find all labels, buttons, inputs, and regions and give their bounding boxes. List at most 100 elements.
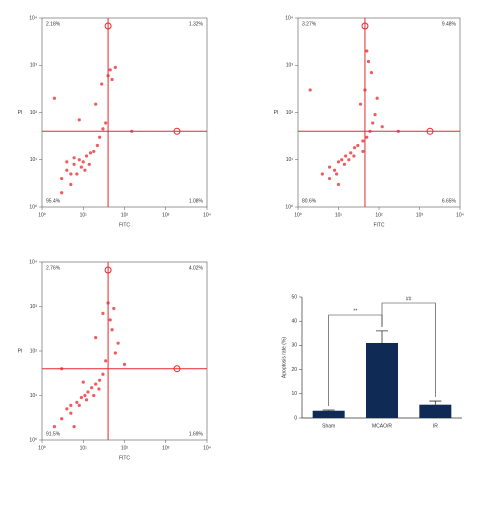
event-dot [332,168,337,172]
y-tick-label: 0 [294,415,297,421]
event-dot [342,162,347,166]
event-dot [380,125,384,129]
event-dot [356,143,360,148]
x-tick-label: 10³ [162,445,170,451]
x-axis-label: FITC [119,455,130,461]
event-dot [365,49,369,53]
event-dot [97,387,101,391]
y-tick-label: 10⁰ [29,437,37,443]
y-tick-label: 10⁴ [29,15,37,21]
gate-handle [173,365,181,373]
event-dot [87,162,91,166]
event-dot [110,77,114,82]
gate-handle [173,127,181,135]
significance-bracket [381,302,436,398]
event-dot [77,158,81,162]
event-dot [110,328,114,332]
event-dot [365,135,369,139]
event-dot [94,382,98,386]
event-dot [122,362,127,366]
event-dot [113,351,117,355]
y-tick-label: 10³ [30,63,38,69]
y-axis-label: PI [18,110,23,116]
y-tick-label: 10¹ [30,157,38,163]
event-dot [65,160,69,164]
y-tick-label: 10⁰ [29,204,37,210]
event-dot [340,158,344,162]
quadrant-label: 6.65% [442,198,457,204]
x-tick-label: 10³ [416,212,424,218]
event-dot [75,172,79,176]
significance-label: ** [353,308,357,314]
event-dot [69,411,73,415]
event-dot [335,172,339,176]
x-tick-label: 10⁰ [38,445,46,451]
quadrant-label: 4.02% [189,265,204,271]
event-dot [336,182,341,187]
event-dot [88,151,93,155]
significance-label: ## [406,296,412,302]
quadrant-label: 1.32% [189,21,204,27]
x-tick-label: 10³ [162,212,170,218]
event-dot [77,118,81,122]
bar [366,342,398,418]
x-tick-label: 10² [121,445,129,451]
event-dot [75,400,79,404]
y-tick-label: 40 [291,319,297,325]
bar [312,410,345,418]
quadrant-label: 9.48% [442,21,457,27]
event-dot [327,165,332,169]
event-dot [375,96,379,100]
x-tick-label: Sham [322,423,335,429]
x-tick-label: 10⁴ [203,445,211,451]
event-dot [65,168,69,172]
event-dot [112,306,116,311]
event-dot [81,380,85,384]
event-dot [116,341,120,345]
quadrant-label: 95.4% [46,198,61,204]
y-tick-label: 30 [291,343,297,349]
gate-handle [361,22,369,30]
quadrant-label: 1.08% [189,198,204,204]
x-axis-label: FITC [373,222,384,228]
x-tick-label: IR [433,423,438,429]
event-dot [353,146,357,150]
y-tick-label: 10 [291,391,297,397]
event-dot [84,398,89,402]
event-dot [60,417,64,421]
event-dot [371,121,375,125]
event-dot [72,162,76,166]
event-dot [308,88,312,92]
error-bar [429,400,442,405]
event-dot [347,158,351,162]
event-dot [84,154,89,158]
event-dot [65,407,69,411]
x-tick-label: 10¹ [335,212,343,218]
x-tick-label: 10¹ [80,445,88,451]
x-tick-label: 10⁰ [294,212,302,218]
event-dot [52,425,57,429]
event-dot [86,390,90,394]
event-dot [72,156,76,160]
event-dot [90,386,94,390]
event-dot [98,378,102,382]
y-tick-label: 10³ [286,63,294,69]
y-tick-label: 10² [286,110,294,116]
event-dot [104,121,108,125]
y-tick-label: 10⁴ [285,15,293,21]
quadrant-label: 2.18% [46,21,61,27]
event-dot [327,176,332,181]
y-tick-label: 10¹ [286,157,294,163]
event-dot [352,154,356,158]
y-axis-label: PI [18,348,23,354]
x-tick-label: 10¹ [80,212,88,218]
event-dot [108,318,112,322]
gate-handle [104,22,112,30]
plot-frame [41,17,208,208]
x-tick-label: MCAO/R [372,423,392,429]
event-dot [98,135,102,139]
event-dot [101,311,105,315]
plot-frame [41,261,208,441]
